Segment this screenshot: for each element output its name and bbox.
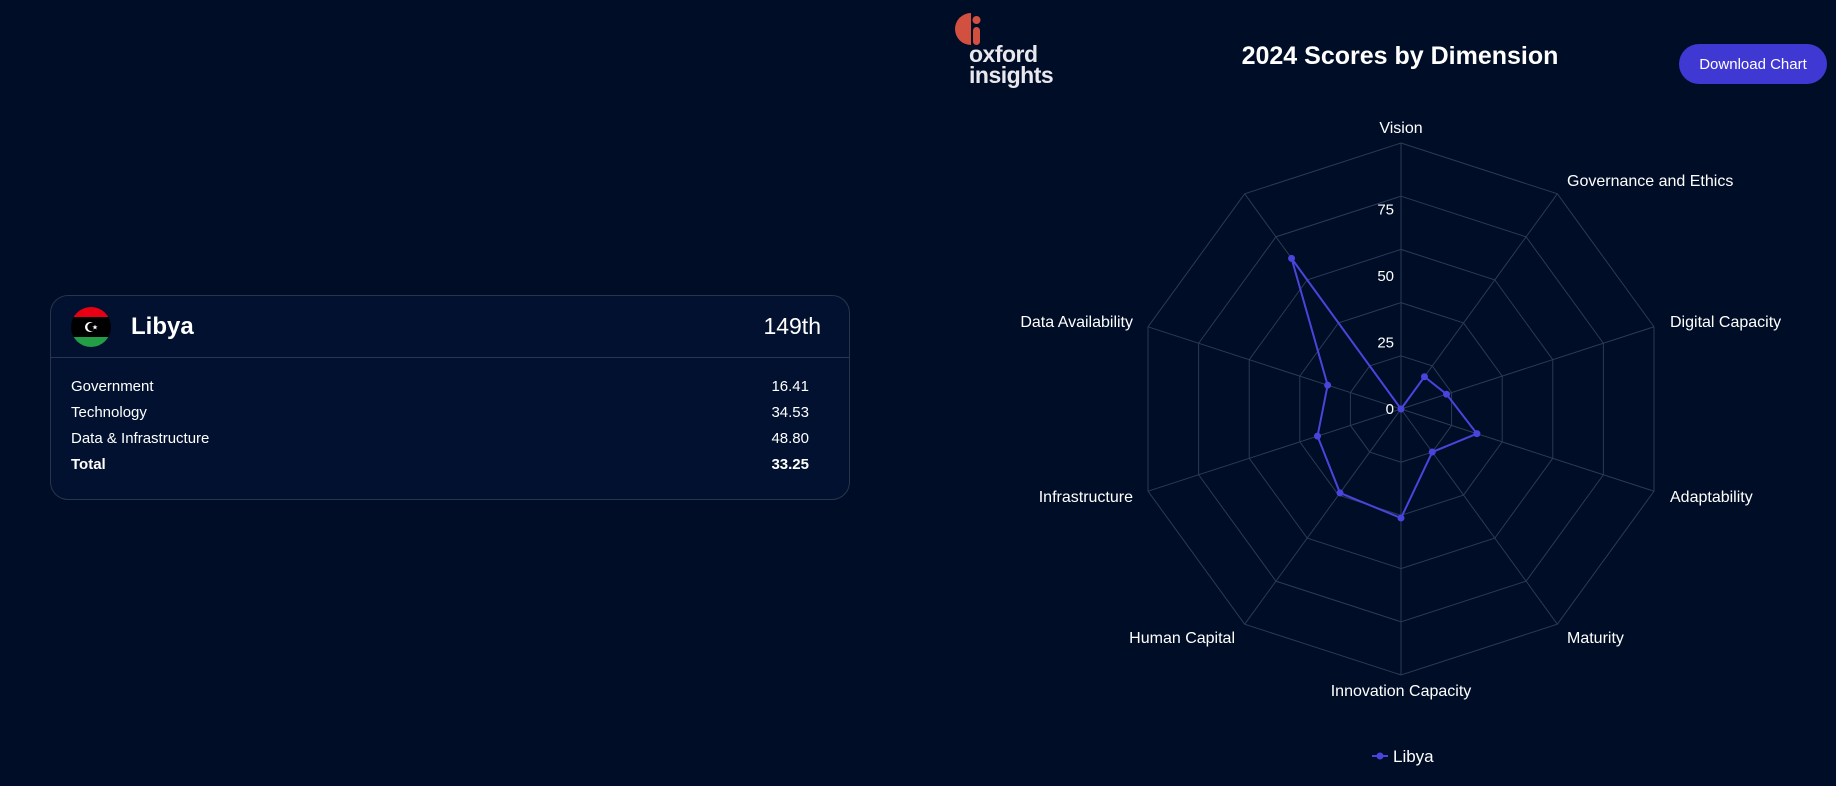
score-label: Data & Infrastructure xyxy=(71,430,210,447)
legend-marker-icon xyxy=(1376,752,1384,760)
country-rank: 149th xyxy=(763,313,821,339)
radar-data-point xyxy=(1420,373,1428,381)
radar-axis-label: Vision xyxy=(1379,120,1422,137)
radar-data-point xyxy=(1288,254,1296,262)
radar-tick-label: 50 xyxy=(1377,268,1394,285)
radar-tick-label: 75 xyxy=(1377,202,1394,219)
radar-axis-labels: Vision Governance and Ethics Digital Capac… xyxy=(1020,120,1781,700)
score-row-government: Government 16.41 xyxy=(71,378,809,404)
libya-flag-icon xyxy=(71,307,111,347)
oxford-insights-logo: oxford insights xyxy=(955,12,1065,92)
score-row-total: Total 33.25 xyxy=(71,456,809,482)
radar-tick-label: 0 xyxy=(1386,401,1394,418)
radar-spoke xyxy=(1400,408,1558,625)
radar-axis-label: Innovation Capacity xyxy=(1331,683,1472,700)
radar-spoke xyxy=(1147,326,1402,410)
radar-axis-label: Maturity xyxy=(1567,630,1624,647)
radar-series xyxy=(1288,254,1481,522)
country-card-header: Libya 149th xyxy=(51,296,849,358)
radar-axis-label: Data Availability xyxy=(1020,314,1133,331)
radar-data-point xyxy=(1336,489,1344,497)
country-name: Libya xyxy=(131,313,194,340)
radar-axis-label: Human Capital xyxy=(1129,630,1235,647)
radar-grid xyxy=(1147,142,1655,676)
radar-axis-label: Adaptability xyxy=(1670,489,1753,506)
score-label: Technology xyxy=(71,404,147,421)
radar-series-line xyxy=(1290,257,1479,520)
score-row-technology: Technology 34.53 xyxy=(71,404,809,430)
score-row-data-infrastructure: Data & Infrastructure 48.80 xyxy=(71,430,809,456)
radar-data-point xyxy=(1473,430,1481,438)
score-value: 16.41 xyxy=(771,378,809,395)
chart-title: 2024 Scores by Dimension xyxy=(1241,42,1559,70)
radar-axis-label: Digital Capacity xyxy=(1670,314,1781,331)
radar-data-point xyxy=(1324,381,1332,389)
country-card: Libya 149th Government 16.41 Technology … xyxy=(50,295,850,500)
score-label: Total xyxy=(71,456,106,473)
radar-spoke xyxy=(1244,408,1402,625)
radar-tick-labels: 0 25 50 75 xyxy=(1377,202,1394,419)
radar-data-point xyxy=(1397,405,1405,413)
radar-spoke xyxy=(1400,193,1558,410)
legend-label[interactable]: Libya xyxy=(1393,747,1434,766)
radar-spoke xyxy=(1147,408,1402,492)
logo-mark-icon xyxy=(955,13,981,45)
radar-spoke xyxy=(1400,326,1655,410)
radar-data-point xyxy=(1428,448,1436,456)
score-value: 48.80 xyxy=(771,430,809,447)
logo-line-1: oxford xyxy=(969,41,1038,67)
download-chart-button[interactable]: Download Chart xyxy=(1679,44,1827,84)
radar-axis-label: Infrastructure xyxy=(1039,489,1133,506)
logo-line-2: insights xyxy=(969,62,1054,88)
score-value: 33.25 xyxy=(771,456,809,473)
logo-wordmark: oxford insights xyxy=(969,41,1054,88)
radar-tick-label: 25 xyxy=(1377,335,1394,352)
radar-axis-label: Governance and Ethics xyxy=(1567,173,1733,190)
radar-data-point xyxy=(1443,390,1451,398)
radar-data-point xyxy=(1314,432,1322,440)
score-list: Government 16.41 Technology 34.53 Data &… xyxy=(71,378,809,482)
score-value: 34.53 xyxy=(771,404,809,421)
radar-spoke xyxy=(1400,408,1655,492)
radar-data-point xyxy=(1397,514,1405,522)
chart-legend[interactable]: Libya xyxy=(1372,747,1434,766)
score-label: Government xyxy=(71,378,154,395)
